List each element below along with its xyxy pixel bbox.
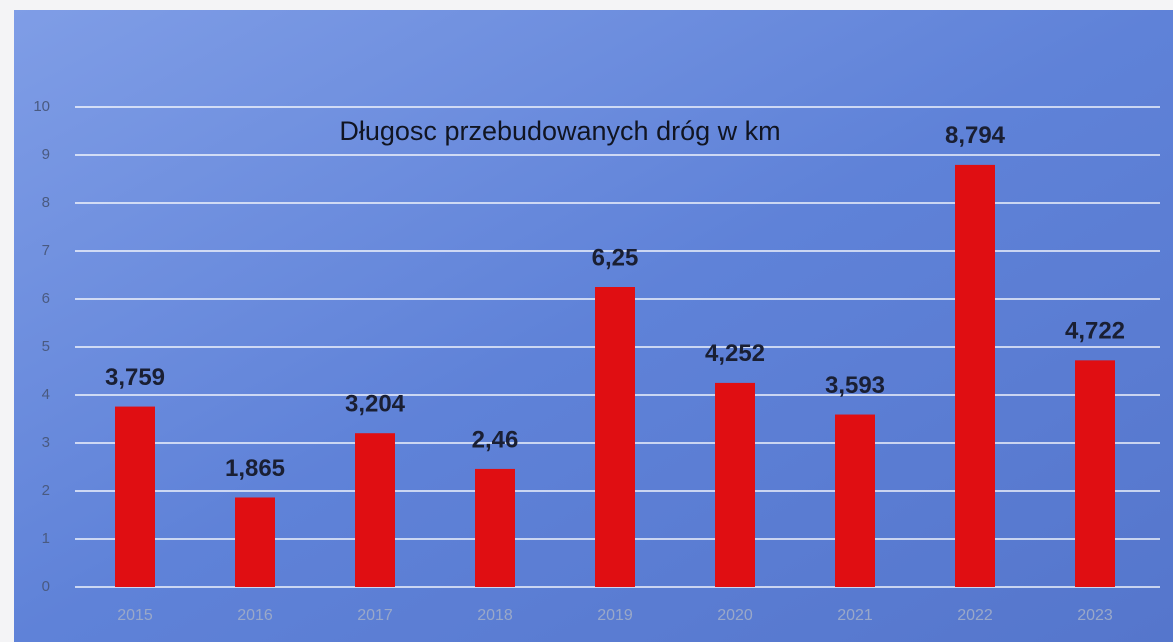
value-label: 2,46	[472, 426, 519, 453]
bar	[1075, 360, 1115, 587]
value-label: 3,593	[825, 372, 885, 399]
x-tick-label: 2017	[357, 607, 393, 624]
value-label: 8,794	[945, 122, 1006, 149]
y-tick-label: 5	[42, 338, 50, 355]
bar	[955, 164, 995, 587]
chart-title: Długosc przebudowanych dróg w km	[339, 116, 780, 146]
bar	[475, 468, 515, 587]
bar	[595, 287, 635, 587]
x-tick-label: 2021	[837, 607, 873, 624]
y-tick-label: 10	[33, 98, 50, 115]
value-label: 6,25	[592, 244, 639, 271]
y-tick-label: 7	[42, 242, 50, 259]
y-tick-label: 4	[42, 386, 50, 403]
value-label: 4,722	[1065, 318, 1125, 345]
x-tick-label: 2020	[717, 607, 753, 624]
value-label: 4,252	[705, 340, 765, 367]
y-tick-label: 3	[42, 434, 50, 451]
y-tick-label: 1	[42, 530, 50, 547]
x-tick-label: 2016	[237, 607, 273, 624]
bar	[835, 414, 875, 587]
x-tick-label: 2015	[117, 607, 153, 624]
value-label: 3,759	[105, 364, 165, 391]
x-tick-label: 2022	[957, 607, 993, 624]
bar	[355, 433, 395, 587]
y-tick-label: 8	[42, 194, 50, 211]
y-tick-label: 6	[42, 290, 50, 307]
x-tick-label: 2019	[597, 607, 633, 624]
x-tick-label: 2018	[477, 607, 513, 624]
value-label: 3,204	[345, 391, 406, 418]
y-tick-label: 2	[42, 482, 50, 499]
bar	[235, 497, 275, 587]
chart-background	[14, 10, 1173, 642]
x-tick-label: 2023	[1077, 607, 1113, 624]
bar	[715, 382, 755, 587]
bar	[115, 406, 155, 587]
value-label: 1,865	[225, 455, 285, 482]
y-tick-label: 9	[42, 146, 50, 163]
y-tick-label: 0	[42, 578, 50, 595]
